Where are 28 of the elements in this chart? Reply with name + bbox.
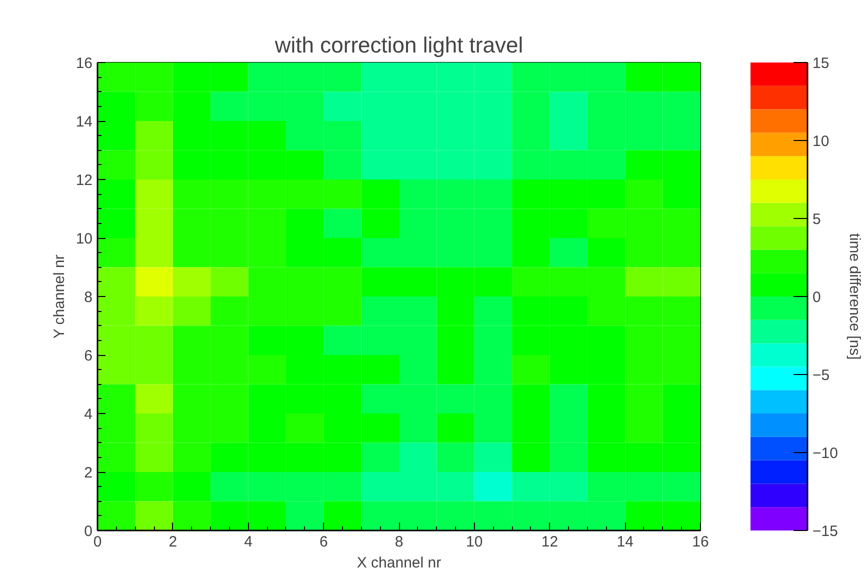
y-tick-label: 14 (76, 114, 93, 130)
color-bar-label: 10 (812, 133, 830, 150)
color-bar-label: −15 (812, 523, 838, 540)
y-tick-label: 8 (84, 289, 92, 306)
x-tick-label: 10 (466, 534, 483, 550)
y-tick-label: 16 (76, 55, 93, 72)
y-tick-label: 4 (84, 406, 92, 423)
color-bar-label: 5 (812, 211, 821, 228)
x-axis-title: X channel nr (356, 554, 442, 572)
chart-title: with correction light travel (274, 32, 524, 58)
x-tick-label: 8 (394, 534, 404, 550)
color-bar-label: 15 (812, 55, 830, 72)
x-tick-label: 2 (168, 534, 178, 550)
x-tick-label: 16 (692, 534, 709, 550)
x-tick-label: 6 (319, 534, 328, 550)
color-bar-label: −5 (812, 367, 830, 384)
x-tick-label: 12 (541, 534, 558, 550)
y-tick-label: 10 (76, 230, 93, 248)
color-bar-title: time difference [ns] (846, 233, 863, 360)
color-bar-label: 0 (812, 289, 821, 306)
x-tick-label: 4 (244, 534, 252, 550)
color-bar-label: −10 (812, 445, 838, 462)
y-tick-label: 6 (84, 348, 92, 364)
y-tick-label: 0 (84, 523, 92, 540)
y-tick-label: 12 (76, 172, 93, 189)
y-tick-label: 2 (84, 464, 92, 482)
x-tick-label: 14 (616, 534, 634, 550)
y-axis-title: Y channel nr (50, 254, 68, 339)
